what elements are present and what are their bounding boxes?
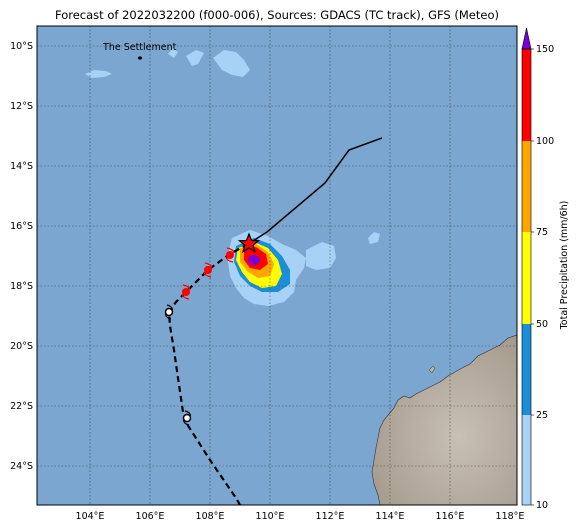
colorbar-segment [522,232,531,324]
map-panel: The Settlement [37,26,517,505]
forecast-track-line [247,137,383,245]
place-label: The Settlement [102,42,177,53]
lon-tick: 116°E [436,511,465,522]
longitude-axis: 104°E 106°E 108°E 110°E 112°E 114°E 116°… [76,511,525,522]
storm-symbol-2 [203,262,213,278]
storm-symbol-3 [181,284,191,300]
colorbar-segment [522,49,531,141]
colorbar-tick: 50 [536,319,548,330]
australia-landmass [371,334,517,505]
current-position-star [237,232,261,254]
colorbar-segment [522,141,531,232]
colorbar: 10 25 50 75 100 150 Total Precipitation … [521,27,570,511]
colorbar-tick: 150 [536,44,554,55]
lon-tick: 112°E [316,511,345,522]
lon-tick: 114°E [376,511,405,522]
island-marker [138,56,142,60]
colorbar-segment [522,324,531,415]
colorbar-extend-arrow [521,27,532,50]
lat-tick: 24°S [10,461,33,472]
lat-tick: 18°S [10,281,33,292]
map-frame [36,25,518,506]
barrow-island [428,365,436,374]
colorbar-tick: 10 [536,500,548,511]
lon-tick: 110°E [256,511,285,522]
colorbar-tick: 25 [536,410,548,421]
lat-tick: 12°S [10,101,33,112]
latitude-axis: 10°S 12°S 14°S 16°S 18°S 20°S 22°S 24°S [10,41,33,472]
storm-symbol-5 [182,410,192,426]
lat-tick: 16°S [10,221,33,232]
lon-tick: 108°E [196,511,225,522]
colorbar-tick: 100 [536,136,554,147]
lon-tick: 118°E [496,511,525,522]
storm-symbol-4 [164,304,174,320]
map-title: Forecast of 2022032200 (f000-006), Sourc… [55,8,499,22]
lat-tick: 22°S [10,401,33,412]
colorbar-segment [522,415,531,505]
precip-layer-150-plus [248,255,260,265]
lat-tick: 10°S [10,41,33,52]
colorbar-label: Total Precipitation (mm/6h) [559,201,570,331]
colorbar-tick: 75 [536,227,548,238]
lat-tick: 20°S [10,341,33,352]
storm-symbol-1 [225,247,235,263]
lon-tick: 106°E [136,511,165,522]
lat-tick: 14°S [10,161,33,172]
colorbar-frame [521,48,532,506]
lon-tick: 104°E [76,511,105,522]
